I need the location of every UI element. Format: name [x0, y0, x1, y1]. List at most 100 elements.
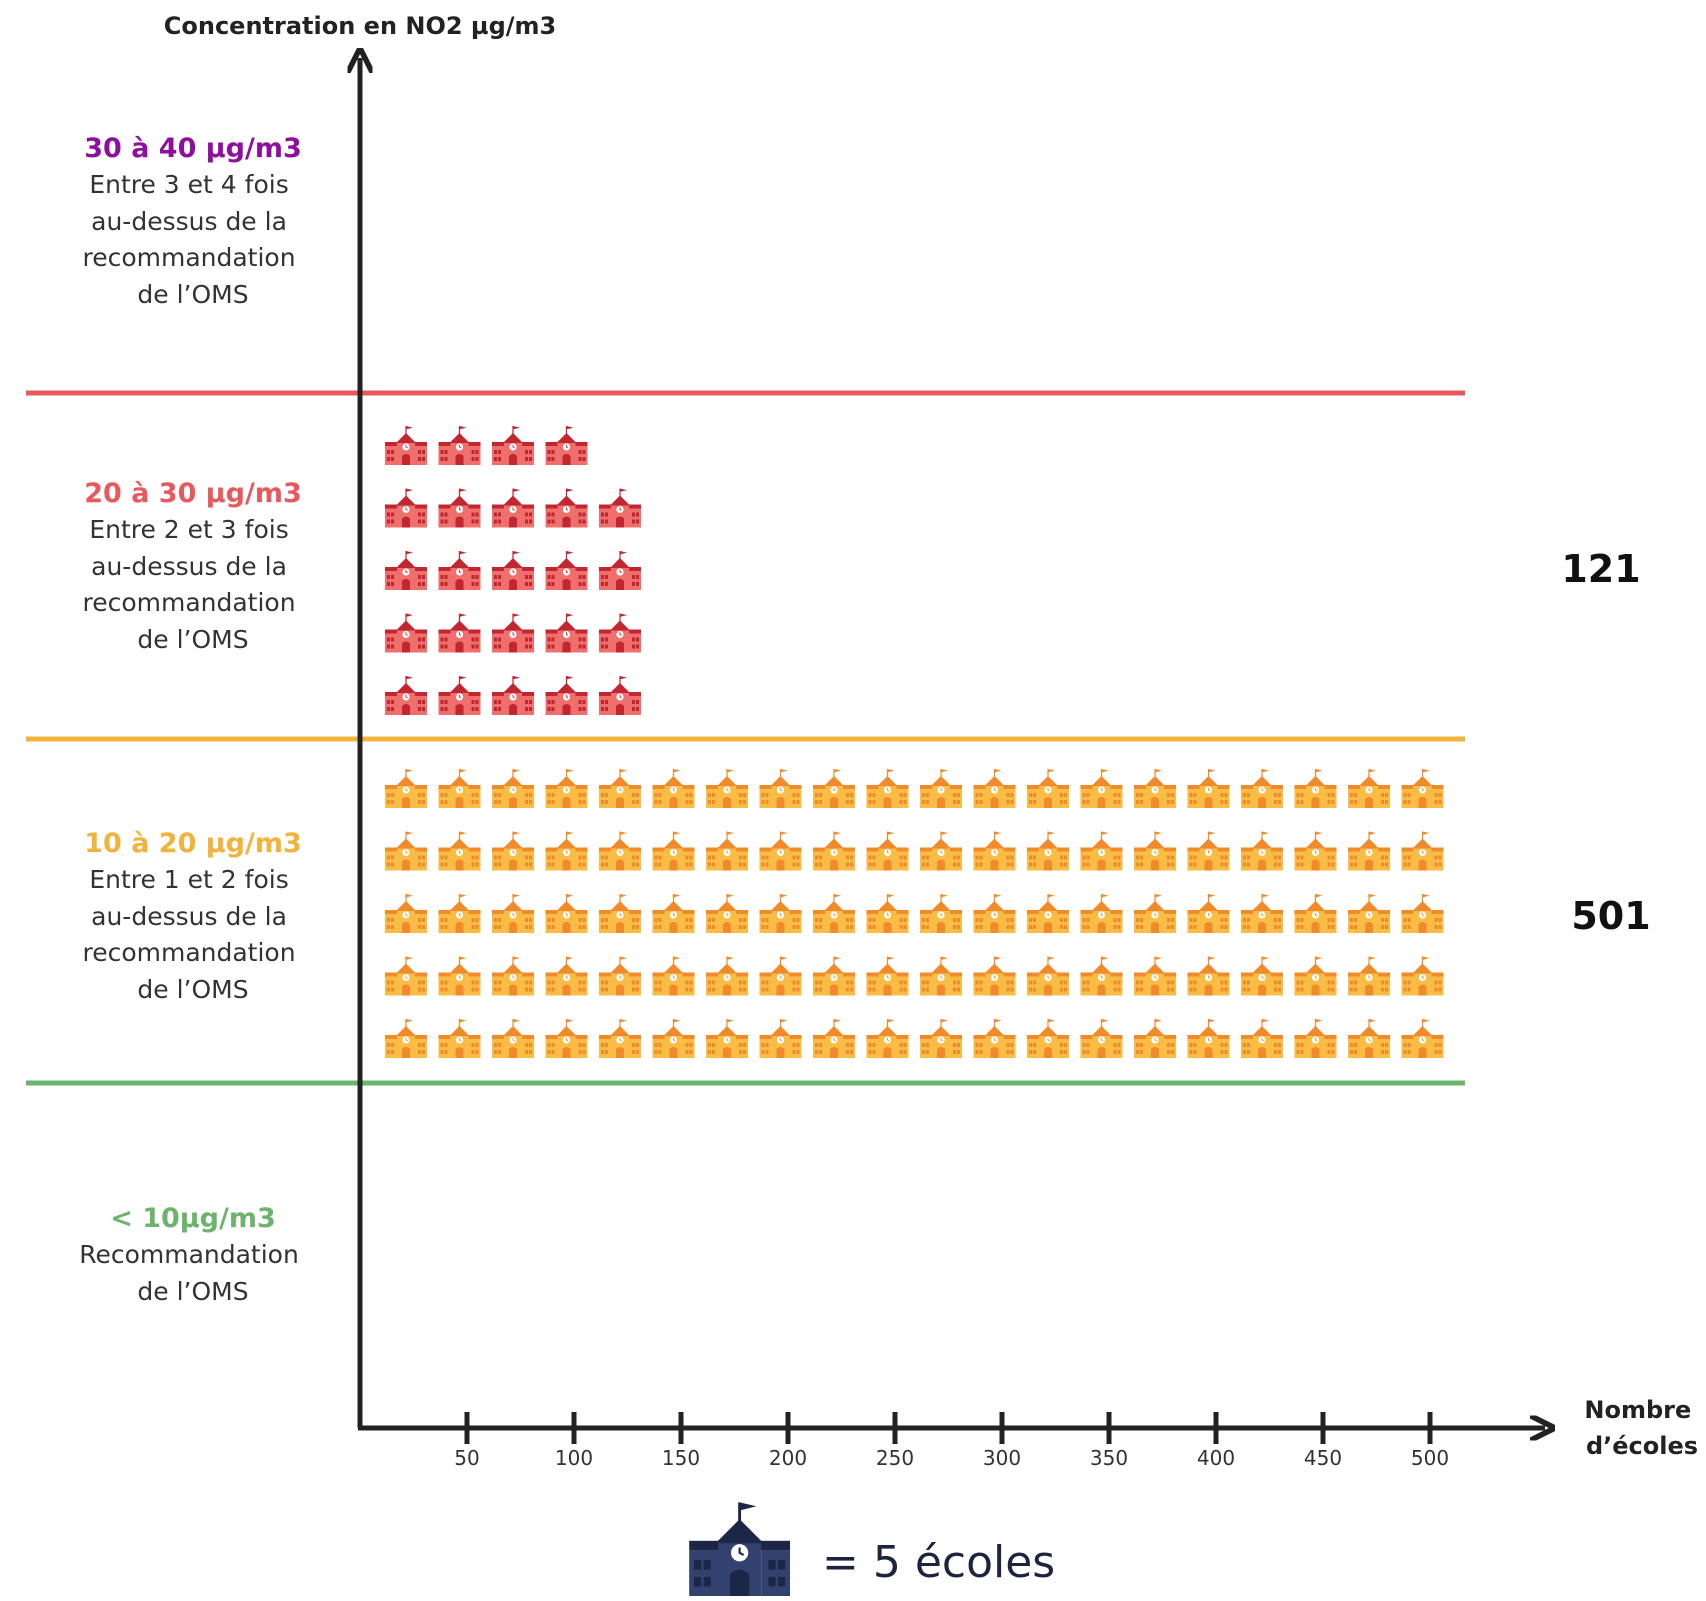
- school-icon-b10: [973, 769, 1016, 808]
- school-icon-b20: [492, 551, 534, 590]
- band-label-b30: 30 à 40 µg/m3 Entre 3 et 4 fois au-dessu…: [82, 133, 303, 309]
- school-icon-b10: [759, 956, 802, 996]
- school-icon-b10: [1241, 831, 1283, 871]
- band-desc-b20: Entre 2 et 3 fois au-dessus de la recomm…: [82, 515, 303, 654]
- school-icon-b10: [492, 894, 534, 933]
- school-icon-b10: [1027, 831, 1069, 871]
- school-icon-b10: [973, 894, 1016, 933]
- band-desc-b30: Entre 3 et 4 fois au-dessus de la recomm…: [82, 170, 303, 309]
- school-icon-b10: [545, 894, 588, 933]
- school-icon-b20: [492, 426, 534, 465]
- school-icon-b20: [438, 676, 481, 715]
- school-icon-b10: [438, 831, 481, 871]
- school-icon-b10: [920, 769, 962, 808]
- school-icon-b10: [385, 894, 427, 933]
- school-icon-b10: [706, 769, 748, 808]
- school-icon-b10: [492, 956, 534, 996]
- school-icon-b10: [599, 831, 641, 871]
- x-tick-label: 350: [1090, 1446, 1128, 1470]
- school-icon-b10: [652, 1019, 695, 1058]
- x-axis-title-line-2: d’écoles: [1586, 1432, 1698, 1460]
- school-icon-b10: [1294, 1019, 1337, 1058]
- school-icon-b10: [545, 956, 588, 996]
- band-desc-b10: Entre 1 et 2 fois au-dessus de la recomm…: [82, 865, 303, 1004]
- school-icon-b10: [545, 769, 588, 808]
- x-tick-label: 200: [769, 1446, 807, 1470]
- x-tick-label: 500: [1411, 1446, 1449, 1470]
- school-icon-b10: [973, 831, 1016, 871]
- x-tick-label: 250: [876, 1446, 914, 1470]
- school-icon-b10: [545, 831, 588, 871]
- school-icon-b20: [438, 613, 481, 653]
- school-icon-b10: [1080, 894, 1123, 933]
- school-icon-b10: [385, 769, 427, 808]
- x-tick-label: 100: [555, 1446, 593, 1470]
- school-icon-b10: [438, 894, 481, 933]
- school-icon-b10: [1027, 894, 1069, 933]
- legend-label: = 5 écoles: [822, 1537, 1055, 1588]
- school-icon-b10: [1134, 1019, 1176, 1058]
- band-title-b20: 20 à 30 µg/m3: [84, 478, 302, 509]
- school-icon-b10: [866, 769, 909, 808]
- school-icon-b10: [652, 831, 695, 871]
- school-icon-b10: [652, 769, 695, 808]
- school-icon-b10: [813, 769, 855, 808]
- school-icon-b10: [652, 956, 695, 996]
- legend-school-icon: [689, 1502, 790, 1596]
- pictogram-icons: [385, 426, 1444, 1058]
- band-label-b10: 10 à 20 µg/m3 Entre 1 et 2 fois au-dessu…: [82, 828, 303, 1004]
- band-total-b10: 501: [1571, 894, 1650, 938]
- x-tick-label: 400: [1197, 1446, 1235, 1470]
- school-icon-b10: [1241, 956, 1283, 996]
- school-icon-b20: [599, 676, 641, 715]
- school-icon-b20: [599, 488, 641, 528]
- school-icon-b10: [1401, 1019, 1444, 1058]
- band-total-b20: 121: [1561, 547, 1640, 591]
- x-axis-title-line-1: Nombre: [1584, 1396, 1691, 1424]
- x-tick-label: 300: [983, 1446, 1021, 1470]
- school-icon-b10: [1401, 831, 1444, 871]
- school-icon-b20: [385, 551, 427, 590]
- school-icon-b10: [1134, 894, 1176, 933]
- school-icon-b20: [545, 676, 588, 715]
- school-icon-b20: [438, 426, 481, 465]
- school-icon-b10: [438, 1019, 481, 1058]
- school-icon-b10: [1348, 831, 1390, 871]
- school-icon-b10: [1080, 1019, 1123, 1058]
- school-icon-b10: [545, 1019, 588, 1058]
- school-icon-b10: [1187, 769, 1230, 808]
- school-icon-b10: [1294, 831, 1337, 871]
- school-icon-b10: [706, 956, 748, 996]
- school-icon-b10: [492, 831, 534, 871]
- school-icon-b10: [1241, 1019, 1283, 1058]
- school-icon-b10: [599, 956, 641, 996]
- school-icon-b10: [813, 956, 855, 996]
- school-icon-b10: [813, 1019, 855, 1058]
- school-icon-b10: [920, 831, 962, 871]
- school-icon-b10: [706, 894, 748, 933]
- school-icon-b20: [492, 676, 534, 715]
- school-icon-b10: [1187, 956, 1230, 996]
- school-icon-b10: [599, 769, 641, 808]
- school-icon-b10: [920, 1019, 962, 1058]
- school-icon-b10: [706, 1019, 748, 1058]
- band-title-b30: 30 à 40 µg/m3: [84, 133, 302, 164]
- x-axis-ticks: 50 100 150 200 250 300 350 400 450 500: [454, 1412, 1449, 1470]
- school-icon-b10: [1187, 831, 1230, 871]
- school-icon-b10: [492, 1019, 534, 1058]
- school-icon-b10: [1401, 894, 1444, 933]
- school-icon-b10: [438, 956, 481, 996]
- school-icon-b10: [1134, 769, 1176, 808]
- school-icon-b10: [759, 1019, 802, 1058]
- school-icon-b10: [1401, 769, 1444, 808]
- school-icon-b10: [1027, 1019, 1069, 1058]
- band-desc-b0: Recommandation de l’OMS: [79, 1240, 307, 1306]
- school-icon-b20: [545, 488, 588, 528]
- y-axis-title: Concentration en NO2 µg/m3: [164, 12, 556, 40]
- school-icon-b20: [438, 551, 481, 590]
- school-icon-b10: [973, 956, 1016, 996]
- school-icon-b10: [973, 1019, 1016, 1058]
- school-icon-b10: [706, 831, 748, 871]
- school-icon-b10: [1134, 956, 1176, 996]
- school-icon-b20: [599, 613, 641, 653]
